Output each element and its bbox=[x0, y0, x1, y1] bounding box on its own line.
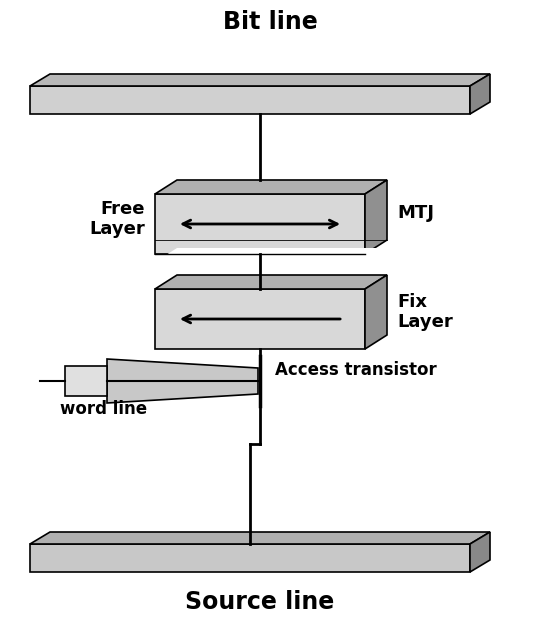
Text: Bit line: Bit line bbox=[223, 10, 317, 34]
Polygon shape bbox=[107, 359, 258, 403]
Text: MTJ: MTJ bbox=[397, 204, 434, 222]
Polygon shape bbox=[30, 532, 490, 544]
Polygon shape bbox=[155, 289, 365, 349]
Polygon shape bbox=[30, 544, 470, 572]
Polygon shape bbox=[30, 74, 490, 86]
Polygon shape bbox=[155, 275, 387, 289]
Polygon shape bbox=[365, 275, 387, 349]
Polygon shape bbox=[155, 248, 387, 262]
Polygon shape bbox=[155, 194, 365, 254]
Polygon shape bbox=[65, 366, 107, 396]
Text: word line: word line bbox=[60, 400, 147, 418]
Text: Source line: Source line bbox=[185, 590, 334, 614]
Polygon shape bbox=[470, 532, 490, 572]
Text: Access transistor: Access transistor bbox=[275, 361, 437, 379]
Polygon shape bbox=[30, 86, 470, 114]
Text: Free
Layer: Free Layer bbox=[89, 200, 145, 238]
Polygon shape bbox=[155, 180, 387, 194]
Polygon shape bbox=[365, 180, 387, 254]
Polygon shape bbox=[470, 74, 490, 114]
Text: Fix
Layer: Fix Layer bbox=[397, 292, 453, 332]
